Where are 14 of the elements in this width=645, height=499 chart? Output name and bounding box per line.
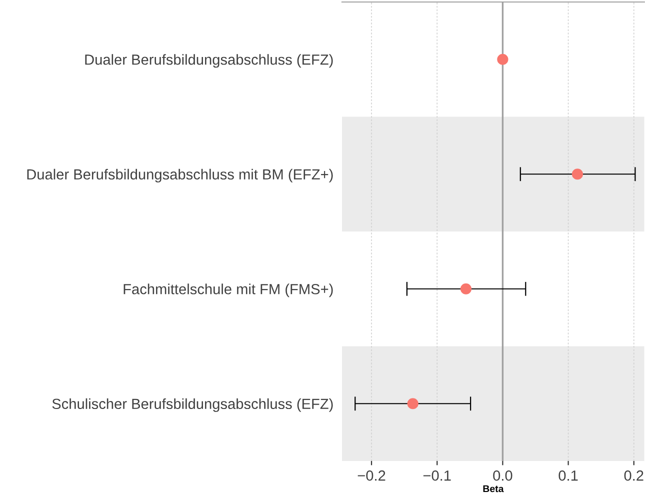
x-tick-label: −0.2	[358, 470, 386, 481]
x-tick-label: −0.1	[423, 470, 451, 481]
point	[497, 54, 508, 65]
point	[407, 398, 418, 410]
y-tick-label: Fachmittelschule mit FM (FMS+)	[124, 284, 333, 298]
x-axis-title: Beta	[483, 485, 504, 492]
y-tick-label: Dualer Berufsbildungsabschluss mit BM (EFZ+)	[27, 168, 333, 182]
y-tick-label: Dualer Berufsbildungsabschluss (EFZ)	[85, 54, 333, 68]
y-tick-label: Schulischer Berufsbildungsabschluss (EFZ)	[52, 398, 333, 412]
point	[572, 168, 584, 180]
x-tick-label: 0.1	[558, 470, 578, 481]
point	[460, 283, 472, 294]
x-tick-label: 0.0	[493, 470, 512, 481]
x-tick-label: 0.2	[624, 470, 644, 481]
